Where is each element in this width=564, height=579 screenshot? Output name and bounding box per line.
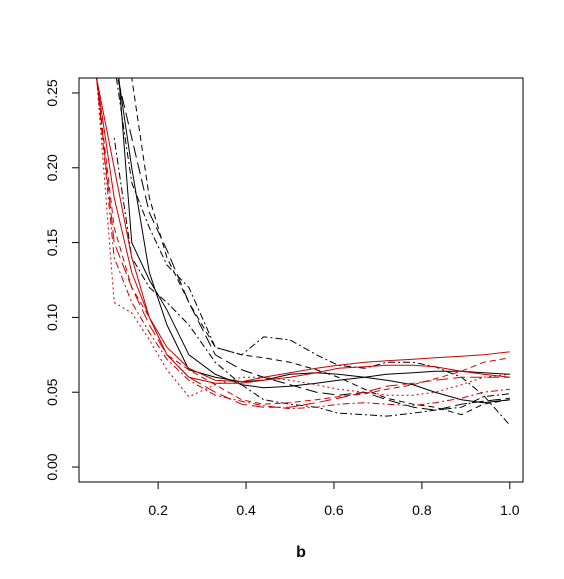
plot-frame bbox=[78, 77, 524, 483]
series-line-6 bbox=[113, 137, 510, 417]
y-tick-label: 0.25 bbox=[44, 79, 60, 106]
series-line-9 bbox=[96, 78, 510, 398]
x-tick-label: 0.4 bbox=[236, 502, 256, 518]
y-tick-label: 0.00 bbox=[44, 453, 60, 480]
x-tick-label: 0.8 bbox=[412, 502, 432, 518]
y-tick-label: 0.15 bbox=[44, 229, 60, 256]
series-line-5 bbox=[117, 78, 510, 411]
y-tick-label: 0.10 bbox=[44, 304, 60, 331]
series-line-11 bbox=[96, 78, 510, 408]
series-layer bbox=[96, 78, 511, 426]
series-line-1 bbox=[118, 78, 510, 389]
y-tick-label: 0.20 bbox=[44, 154, 60, 181]
x-tick-label: 1.0 bbox=[500, 502, 520, 518]
x-tick-label: 0.2 bbox=[148, 502, 168, 518]
series-line-12 bbox=[96, 78, 510, 410]
x-tick-label: 0.6 bbox=[324, 502, 344, 518]
y-tick-label: 0.05 bbox=[44, 378, 60, 405]
x-axis: 0.2 0.4 0.6 0.8 1.0 bbox=[148, 482, 520, 518]
series-line-2 bbox=[118, 78, 510, 404]
series-line-4 bbox=[131, 78, 510, 416]
series-line-10 bbox=[96, 78, 510, 405]
y-axis: 0.00 0.05 0.10 0.15 0.20 0.25 bbox=[44, 79, 79, 481]
series-line-8 bbox=[96, 78, 510, 384]
x-axis-title: b bbox=[296, 544, 306, 561]
